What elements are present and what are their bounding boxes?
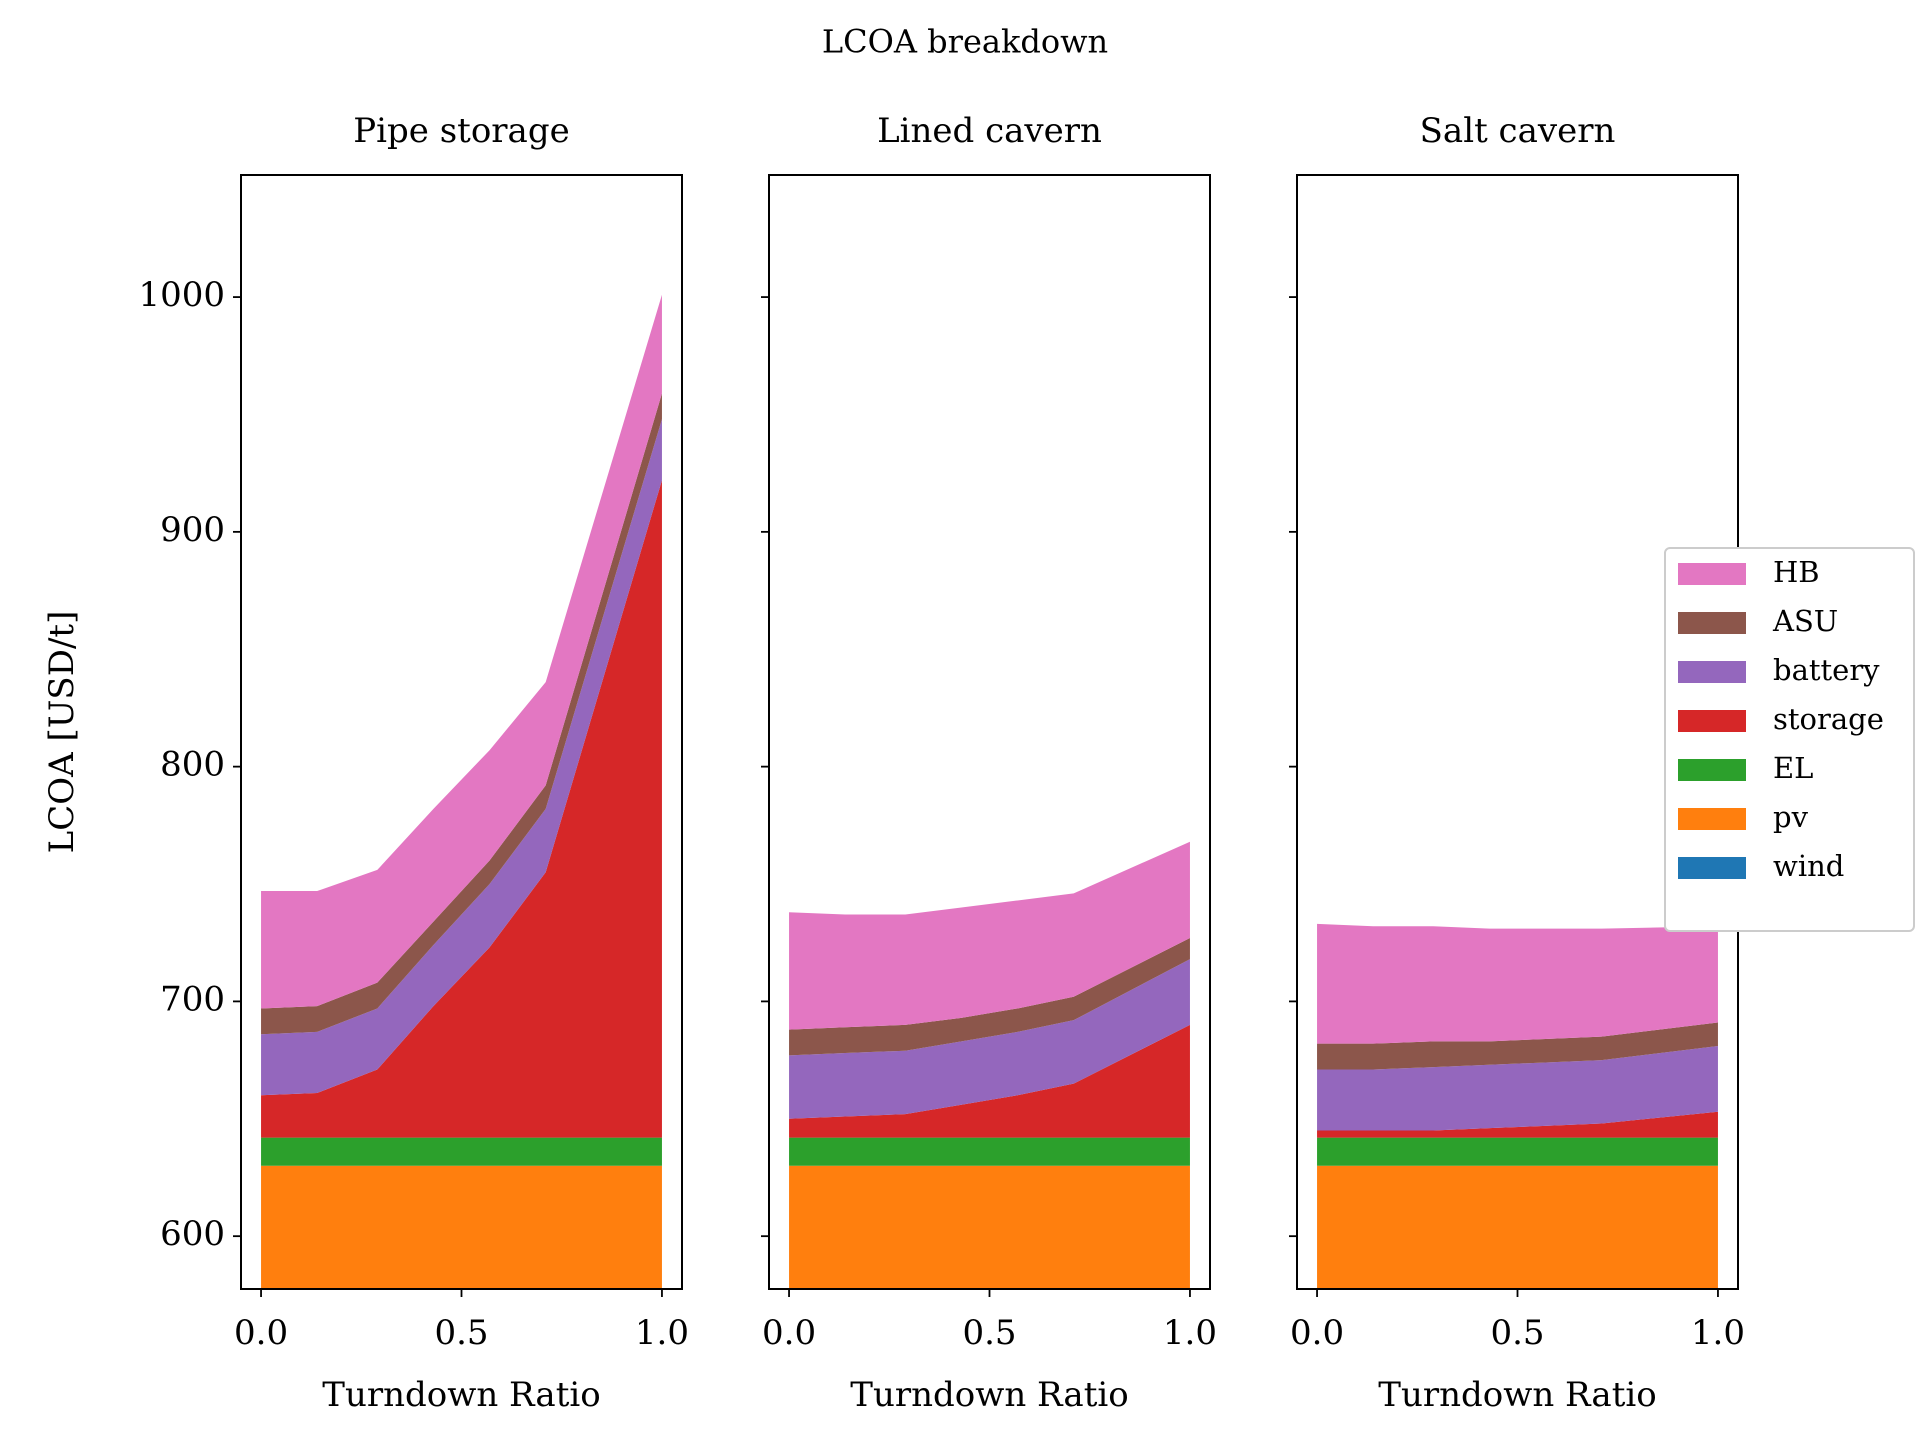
legend-label: EL (1773, 751, 1813, 785)
legend-box (1664, 547, 1915, 932)
figure-title: LCOA breakdown (822, 23, 1108, 61)
plot-area (789, 841, 1190, 1289)
area (1317, 1137, 1718, 1166)
plot-area (261, 294, 662, 1289)
legend-label: battery (1773, 653, 1880, 687)
area (1317, 1111, 1718, 1138)
legend-swatch (1678, 612, 1746, 634)
area (789, 1024, 1190, 1138)
legend-swatch (1678, 857, 1746, 879)
x-tick-label: 0.5 (962, 1313, 1016, 1353)
y-axis-label: LCOA [USD/t] (42, 611, 82, 854)
x-tick-label: 0.0 (234, 1313, 288, 1353)
area (789, 1137, 1190, 1166)
subplot-title: Pipe storage (353, 111, 569, 151)
y-tick-label: 1000 (138, 275, 225, 315)
area (261, 1137, 662, 1166)
plot-area (1317, 923, 1718, 1289)
x-tick-label: 1.0 (1691, 1313, 1745, 1353)
subplot-title: Salt cavern (1420, 111, 1616, 151)
x-axis-label: Turndown Ratio (850, 1375, 1128, 1415)
x-tick-label: 0.0 (762, 1313, 816, 1353)
x-axis-label: Turndown Ratio (322, 1375, 600, 1415)
area (789, 959, 1190, 1119)
area (261, 1165, 662, 1289)
x-tick-label: 1.0 (1163, 1313, 1217, 1353)
area (789, 1165, 1190, 1289)
y-tick-label: 900 (160, 510, 225, 550)
legend-label: storage (1773, 702, 1884, 736)
area (261, 419, 662, 1096)
area (1317, 923, 1718, 1044)
y-tick-label: 800 (160, 745, 225, 785)
subplot-title: Lined cavern (877, 111, 1102, 151)
legend-label: pv (1773, 800, 1809, 834)
area (1317, 1165, 1718, 1289)
legend-swatch (1678, 661, 1746, 683)
x-tick-label: 0.5 (434, 1313, 488, 1353)
x-tick-label: 0.0 (1290, 1313, 1344, 1353)
x-axis-label: Turndown Ratio (1378, 1375, 1656, 1415)
area (261, 393, 662, 1035)
y-tick-label: 700 (160, 979, 225, 1019)
legend-label: ASU (1772, 604, 1838, 638)
area (261, 294, 662, 1009)
area (1317, 1046, 1718, 1131)
legend-swatch (1678, 710, 1746, 732)
legend-swatch (1678, 808, 1746, 830)
area (261, 480, 662, 1138)
y-tick-label: 600 (160, 1214, 225, 1254)
x-tick-label: 0.5 (1490, 1313, 1544, 1353)
area (789, 938, 1190, 1056)
x-tick-label: 1.0 (635, 1313, 689, 1353)
area (789, 841, 1190, 1030)
legend-label: HB (1773, 555, 1820, 589)
area (1317, 1022, 1718, 1070)
legend-label: wind (1773, 849, 1844, 883)
legend-swatch (1678, 563, 1746, 585)
legend-swatch (1678, 759, 1746, 781)
